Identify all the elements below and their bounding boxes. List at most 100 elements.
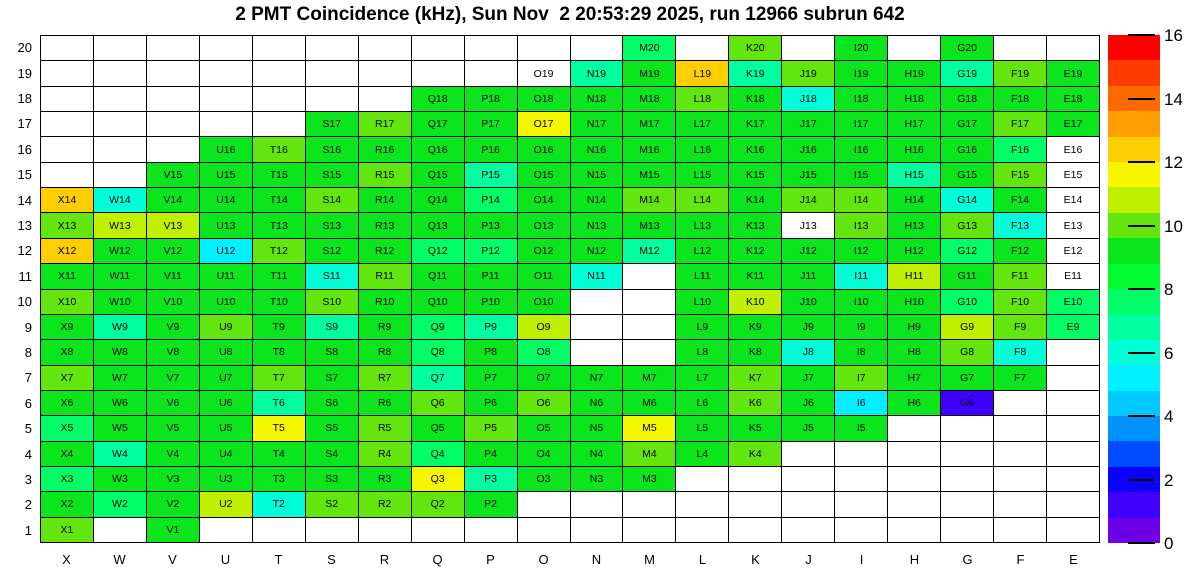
colorbar-band (1108, 238, 1160, 264)
heatmap-cell: U12 (199, 238, 253, 265)
colorbar-band (1108, 136, 1160, 162)
heatmap-cell: S4 (305, 441, 359, 467)
heatmap-cell: G15 (941, 162, 995, 189)
heatmap-cell: V7 (146, 365, 200, 391)
heatmap-cell (252, 36, 306, 62)
heatmap-cell: G20 (941, 36, 995, 62)
heatmap-cell: K20 (729, 36, 783, 62)
heatmap-cell (835, 441, 889, 467)
heatmap-cell: H14 (888, 188, 942, 214)
heatmap-cell: X8 (41, 340, 94, 366)
heatmap-cell: Q17 (411, 112, 465, 138)
heatmap-cell: P14 (464, 188, 518, 214)
colorbar-tick (1128, 224, 1155, 227)
heatmap-cell: G17 (941, 112, 995, 138)
heatmap-cell: L15 (676, 162, 730, 189)
heatmap-cell: G18 (941, 86, 995, 113)
heatmap-cell (623, 492, 677, 518)
heatmap-cell: H8 (888, 340, 942, 366)
heatmap-cell: N11 (570, 264, 624, 290)
heatmap-cell: O6 (517, 390, 571, 417)
heatmap-cell (252, 86, 306, 113)
heatmap-cell (941, 517, 995, 543)
heatmap-cell: O7 (517, 365, 571, 391)
row-label: 19 (17, 65, 32, 81)
heatmap-cell: R4 (358, 441, 412, 467)
heatmap-cell: F11 (994, 264, 1048, 290)
heatmap-cell: W11 (93, 264, 147, 290)
heatmap-cell: V2 (146, 492, 200, 518)
heatmap-cell: N19 (570, 61, 624, 87)
heatmap-cell: I7 (835, 365, 889, 391)
heatmap-cell (994, 466, 1048, 493)
heatmap-cell (252, 61, 306, 87)
heatmap-cell (199, 86, 253, 113)
heatmap-cell (1047, 390, 1100, 417)
heatmap-cell: O18 (517, 86, 571, 113)
heatmap-cell (782, 492, 836, 518)
heatmap-cell: E14 (1047, 188, 1100, 214)
heatmap-cell: T10 (252, 289, 306, 315)
heatmap-cell: U6 (199, 390, 253, 417)
heatmap-cell: U16 (199, 137, 253, 163)
heatmap-cell: R12 (358, 238, 412, 265)
heatmap-cell: M16 (623, 137, 677, 163)
colorbar-band (1108, 263, 1160, 289)
row-label: 10 (17, 294, 32, 310)
heatmap-cell (358, 517, 412, 543)
heatmap-cell: Q16 (411, 137, 465, 163)
heatmap-cell (888, 466, 942, 493)
heatmap-cell: T9 (252, 314, 306, 341)
heatmap-cell: X5 (41, 416, 94, 442)
heatmap-cell: T11 (252, 264, 306, 290)
heatmap-cell (676, 517, 730, 543)
heatmap-cell (782, 466, 836, 493)
colorbar-band (1108, 289, 1160, 315)
heatmap-cell (570, 289, 624, 315)
heatmap-cell (888, 441, 942, 467)
heatmap-cell: K16 (729, 137, 783, 163)
heatmap-cell: H15 (888, 162, 942, 189)
heatmap-cell (623, 289, 677, 315)
heatmap-cell: M4 (623, 441, 677, 467)
heatmap-cell: K19 (729, 61, 783, 87)
heatmap-cell: U5 (199, 416, 253, 442)
heatmap-cell: O13 (517, 213, 571, 239)
heatmap-cell: O5 (517, 416, 571, 442)
heatmap-cell: S11 (305, 264, 359, 290)
colorbar-band (1108, 416, 1160, 442)
heatmap-cell: K7 (729, 365, 783, 391)
heatmap-cell: G16 (941, 137, 995, 163)
heatmap-cell: L4 (676, 441, 730, 467)
heatmap-cell (305, 517, 359, 543)
column-label: U (220, 552, 231, 567)
colorbar-band (1108, 441, 1160, 467)
heatmap-cell: P6 (464, 390, 518, 417)
heatmap-cell (941, 441, 995, 467)
heatmap-cell (41, 137, 94, 163)
heatmap-cell: X9 (41, 314, 94, 341)
heatmap-cell: T7 (252, 365, 306, 391)
heatmap-cell (252, 517, 306, 543)
heatmap-cell (888, 416, 942, 442)
column-label: F (1016, 552, 1025, 567)
heatmap-cell: R2 (358, 492, 412, 518)
heatmap-cell: M3 (623, 466, 677, 493)
row-label: 12 (17, 243, 32, 259)
heatmap-cell: O4 (517, 441, 571, 467)
heatmap-cell: N4 (570, 441, 624, 467)
heatmap-cell (994, 441, 1048, 467)
heatmap-cell: S2 (305, 492, 359, 518)
heatmap-cell (517, 492, 571, 518)
heatmap-cell (888, 517, 942, 543)
heatmap-cell (1047, 365, 1100, 391)
heatmap-cell: M20 (623, 36, 677, 62)
heatmap-cell (464, 36, 518, 62)
heatmap-cell: U13 (199, 213, 253, 239)
heatmap-cell: M15 (623, 162, 677, 189)
heatmap-cell: M18 (623, 86, 677, 113)
heatmap-cell (358, 36, 412, 62)
heatmap-cell: R9 (358, 314, 412, 341)
heatmap-cell (888, 492, 942, 518)
heatmap-cell: H13 (888, 213, 942, 239)
